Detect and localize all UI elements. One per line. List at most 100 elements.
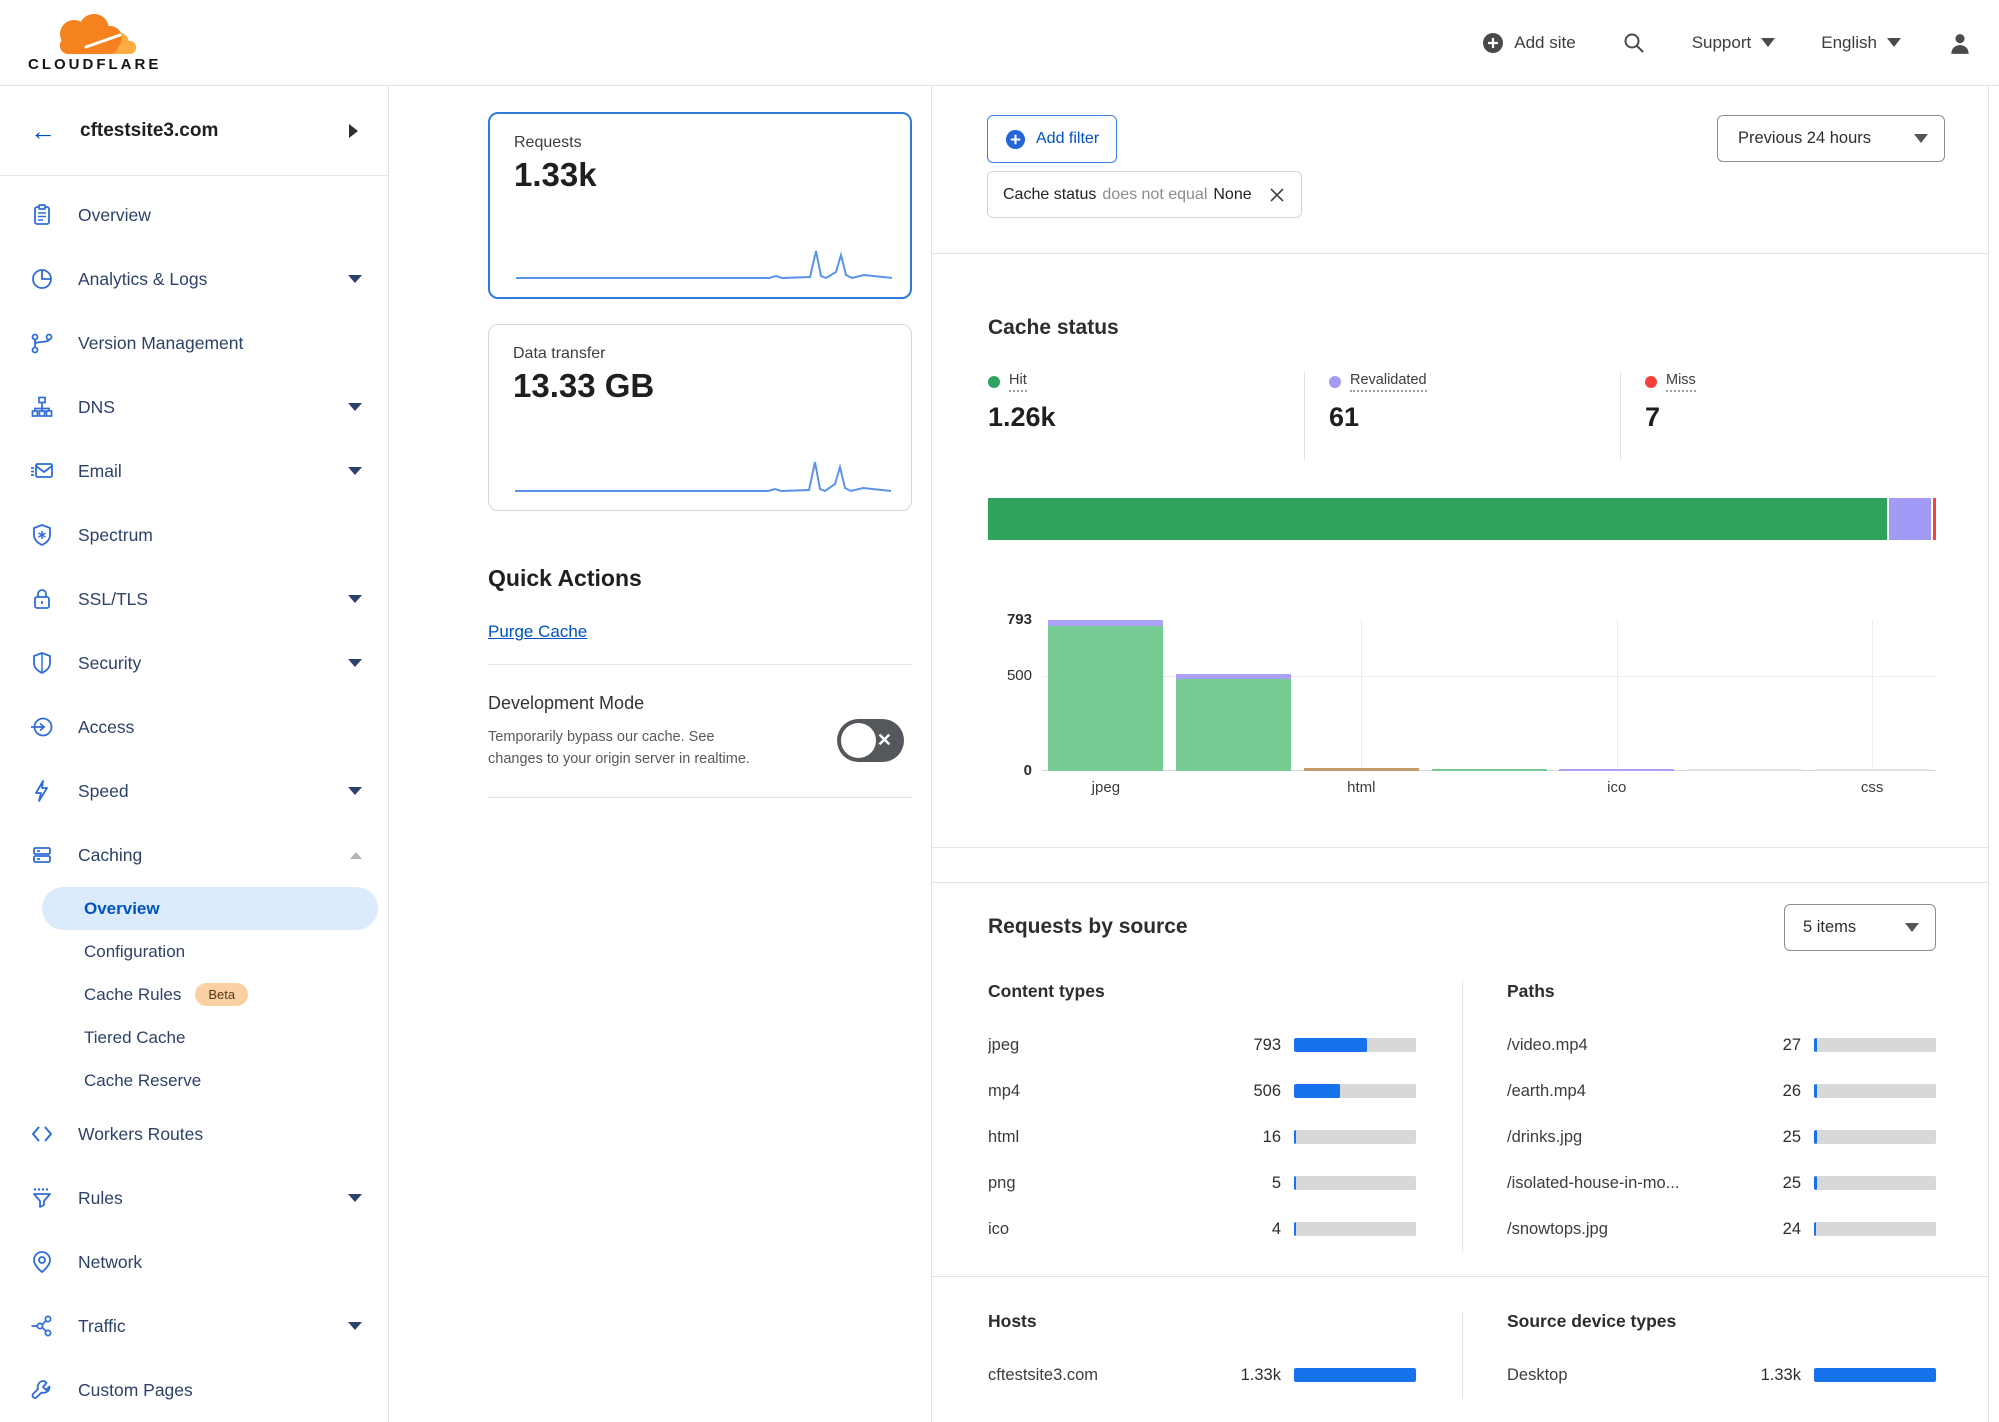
sidebar-item-label: SSL/TLS [78, 588, 149, 609]
sidebar-subitem-tiered-cache[interactable]: Tiered Cache [0, 1016, 388, 1059]
x-axis-label: html [1347, 779, 1376, 796]
time-range-dropdown[interactable]: Previous 24 hours [1717, 115, 1945, 162]
back-arrow-icon[interactable]: ← [30, 115, 56, 146]
legend-label[interactable]: Revalidated [1350, 372, 1427, 392]
paths-table: Paths/video.mp4 27/earth.mp4 26/drinks.jpg… [1462, 981, 1936, 1252]
divider [932, 1276, 1988, 1277]
workers-routes-icon [30, 1122, 54, 1146]
sidebar-item-email[interactable]: Email [0, 439, 388, 503]
sidebar-item-label: Traffic [78, 1315, 126, 1336]
chevron-down-icon [1761, 38, 1776, 47]
chevron-down-icon [348, 1322, 362, 1330]
legend-value: 7 [1645, 402, 1661, 432]
chevron-right-icon[interactable] [349, 123, 358, 138]
items-count-dropdown[interactable]: 5 items [1784, 903, 1936, 951]
bar-unlabeled[interactable] [1681, 620, 1809, 771]
add-filter-button[interactable]: Add filter [987, 115, 1118, 163]
sidebar-item-overview[interactable]: Overview [0, 183, 388, 247]
analytics-panel: Add filter Cache status does not equal N… [932, 86, 1989, 1422]
sidebar-item-network[interactable]: Network [0, 1230, 388, 1294]
filter-chip[interactable]: Cache status does not equal None [987, 171, 1302, 218]
requests-metric-card[interactable]: Requests 1.33k [488, 112, 912, 299]
plus-circle-icon [1483, 32, 1504, 53]
traffic-icon [30, 1314, 54, 1338]
custom-pages-icon [30, 1378, 54, 1402]
x-axis-label [1170, 779, 1298, 796]
sidebar-item-security[interactable]: Security [0, 631, 388, 695]
bar-segment-none [1686, 769, 1802, 771]
legend-item-miss: Miss 7 [1620, 372, 1936, 460]
quick-actions-title: Quick Actions [488, 565, 642, 591]
sidebar-item-rules[interactable]: Rules [0, 1166, 388, 1230]
x-axis-label [1681, 779, 1809, 796]
gridline [1872, 620, 1874, 771]
sidebar-item-label: Version Management [78, 332, 244, 353]
stacked-segment-revalidated [1887, 498, 1931, 540]
version-management-icon [30, 331, 54, 355]
row-value: 27 [1782, 1035, 1801, 1054]
sidebar-subitem-configuration[interactable]: Configuration [0, 930, 388, 973]
requests-by-source-title: Requests by source [988, 915, 1188, 938]
row-bar-fill [1814, 1038, 1817, 1052]
dns-icon [30, 395, 54, 419]
requests-by-source-header: Requests by source 5 items [988, 903, 1936, 951]
ssl-tls-icon [30, 587, 54, 611]
row-label: /snowtops.jpg [1507, 1219, 1608, 1238]
row-value: 25 [1782, 1127, 1801, 1146]
chevron-down-icon [348, 659, 362, 667]
sidebar-item-ssl-tls[interactable]: SSL/TLS [0, 567, 388, 631]
content-types-header: Content types [988, 981, 1105, 1001]
chevron-down-icon [348, 275, 362, 283]
filter-operator: does not equal [1102, 185, 1208, 203]
content-types-table: Content types jpeg 793 mp4 506 html 16 png 5 ico 4 [988, 981, 1462, 1252]
sidebar-subitem-overview[interactable]: Overview [42, 887, 378, 930]
add-site-button[interactable]: Add site [1482, 32, 1576, 54]
row-label: png [988, 1173, 1016, 1192]
sidebar-subitem-cache-reserve[interactable]: Cache Reserve [0, 1059, 388, 1102]
remove-filter-button[interactable] [1268, 186, 1286, 204]
sidebar-item-dns[interactable]: DNS [0, 375, 388, 439]
sidebar-item-spectrum[interactable]: Spectrum [0, 503, 388, 567]
purge-cache-link[interactable]: Purge Cache [488, 622, 588, 641]
development-mode-title: Development Mode [488, 693, 645, 713]
row-bar-fill [1294, 1130, 1297, 1144]
row-label: cftestsite3.com [988, 1365, 1099, 1384]
bar-html[interactable] [1297, 620, 1425, 771]
sidebar-item-label: Analytics & Logs [78, 268, 208, 289]
bar-mp4[interactable] [1170, 620, 1298, 771]
cache-status-column-chart: 793 500 0 [1007, 611, 1936, 779]
email-icon [30, 459, 54, 483]
row-label: /earth.mp4 [1507, 1081, 1586, 1100]
language-label: English [1821, 32, 1877, 52]
legend-head: Hit [988, 372, 1304, 392]
bar-png[interactable] [1425, 620, 1553, 771]
sidebar-item-version-management[interactable]: Version Management [0, 311, 388, 375]
search-button[interactable] [1622, 31, 1646, 55]
sidebar-item-traffic[interactable]: Traffic [0, 1294, 388, 1358]
cloudflare-cloud-icon [59, 13, 136, 54]
account-menu[interactable] [1947, 30, 1973, 56]
bars-row [1042, 620, 1936, 771]
bar-ico[interactable] [1553, 620, 1681, 771]
summary-column: Requests 1.33k Data transfer 13.33 GB Qu… [389, 86, 932, 1422]
sidebar-item-access[interactable]: Access [0, 695, 388, 759]
sidebar-subitem-cache-rules[interactable]: Cache Rules Beta [0, 973, 388, 1016]
data-transfer-metric-card[interactable]: Data transfer 13.33 GB [488, 324, 912, 511]
sidebar-item-custom-pages[interactable]: Custom Pages [0, 1358, 388, 1422]
caching-icon [30, 843, 54, 867]
sidebar-item-workers-routes[interactable]: Workers Routes [0, 1102, 388, 1166]
data-transfer-sparkline [515, 461, 892, 493]
bar-css[interactable] [1808, 620, 1936, 771]
sidebar-item-analytics-logs[interactable]: Analytics & Logs [0, 247, 388, 311]
row-bar-track [1294, 1130, 1416, 1144]
development-mode-toggle[interactable]: ✕ [837, 719, 904, 762]
sidebar-item-speed[interactable]: Speed [0, 759, 388, 823]
legend-label[interactable]: Miss [1666, 372, 1696, 392]
chevron-down-icon [348, 1194, 362, 1202]
sidebar-item-caching[interactable]: Caching [0, 823, 388, 887]
language-menu[interactable]: English [1821, 33, 1901, 53]
support-menu[interactable]: Support [1692, 33, 1776, 53]
bar-jpeg[interactable] [1042, 620, 1170, 771]
legend-label[interactable]: Hit [1009, 372, 1027, 392]
search-icon [1624, 33, 1644, 53]
